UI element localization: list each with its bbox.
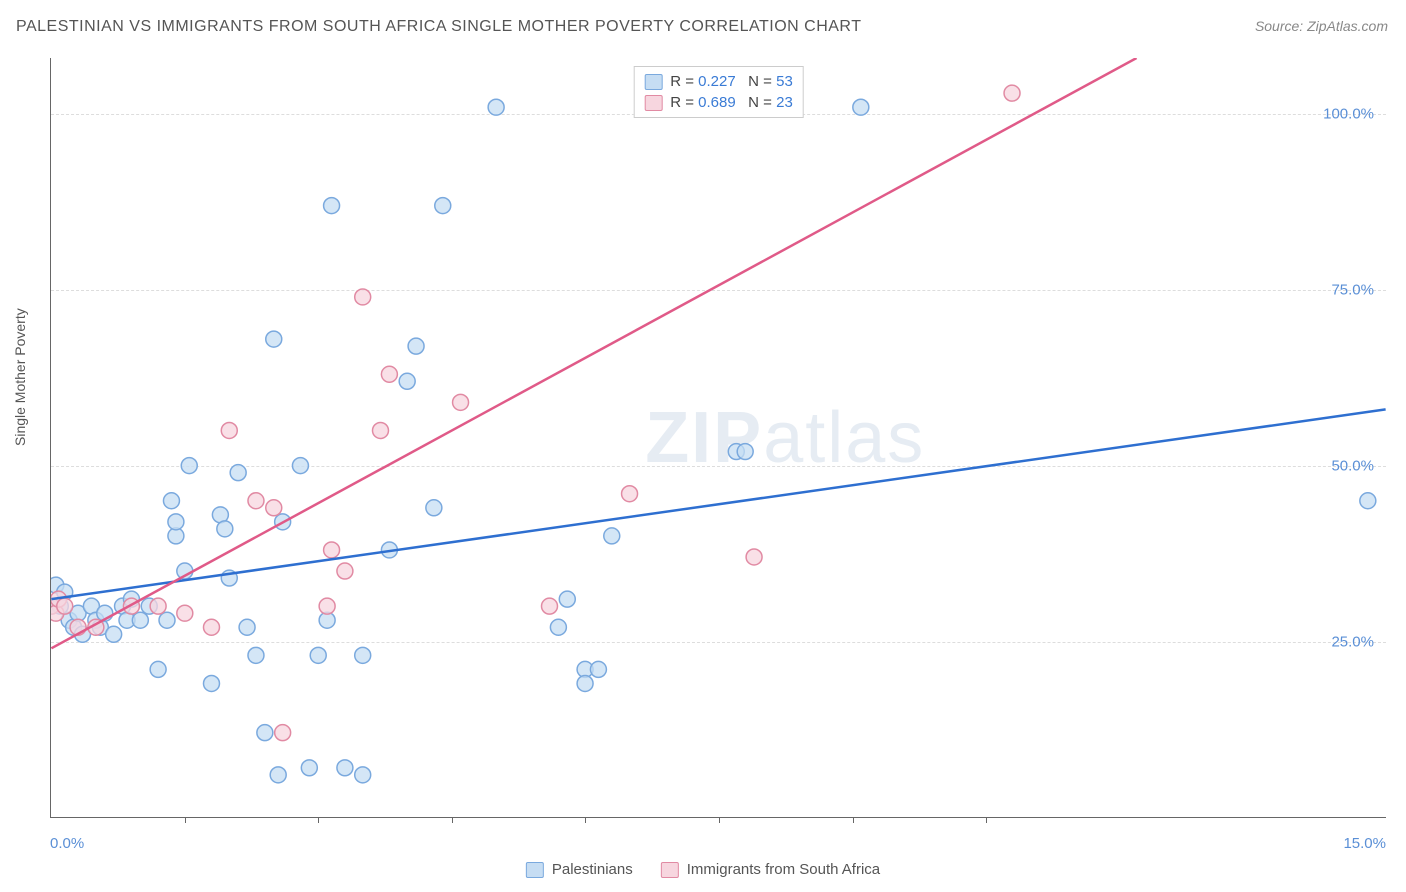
scatter-point — [590, 661, 606, 677]
scatter-point — [355, 647, 371, 663]
scatter-point — [604, 528, 620, 544]
scatter-point — [159, 612, 175, 628]
scatter-point — [230, 465, 246, 481]
legend-swatch-blue — [526, 862, 544, 878]
x-tick — [585, 817, 586, 823]
scatter-point — [57, 598, 73, 614]
scatter-point — [355, 767, 371, 783]
scatter-point — [1360, 493, 1376, 509]
chart-container: PALESTINIAN VS IMMIGRANTS FROM SOUTH AFR… — [0, 0, 1406, 892]
legend-series-box: Palestinians Immigrants from South Afric… — [526, 861, 880, 878]
legend-item: Immigrants from South Africa — [661, 861, 880, 878]
scatter-point — [270, 767, 286, 783]
x-tick — [452, 817, 453, 823]
chart-title: PALESTINIAN VS IMMIGRANTS FROM SOUTH AFR… — [16, 18, 861, 36]
legend-swatch-pink — [644, 95, 662, 111]
scatter-point — [559, 591, 575, 607]
scatter-point — [550, 619, 566, 635]
legend-stats-box: R = 0.227 N = 53 R = 0.689 N = 23 — [633, 66, 804, 118]
legend-swatch-blue — [644, 74, 662, 90]
r-value: 0.689 — [698, 94, 736, 111]
scatter-point — [337, 760, 353, 776]
scatter-point — [381, 366, 397, 382]
scatter-point — [324, 542, 340, 558]
scatter-point — [275, 725, 291, 741]
source-attribution: Source: ZipAtlas.com — [1255, 18, 1388, 34]
trend-line — [51, 58, 1136, 648]
scatter-point — [1004, 85, 1020, 101]
scatter-point — [292, 458, 308, 474]
scatter-point — [106, 626, 122, 642]
n-value: 53 — [776, 73, 793, 90]
scatter-point — [408, 338, 424, 354]
scatter-point — [203, 619, 219, 635]
legend-label: Palestinians — [552, 861, 633, 878]
scatter-point — [132, 612, 148, 628]
scatter-svg — [51, 58, 1386, 817]
scatter-point — [266, 331, 282, 347]
scatter-point — [310, 647, 326, 663]
scatter-point — [577, 675, 593, 691]
scatter-point — [355, 289, 371, 305]
scatter-point — [337, 563, 353, 579]
scatter-point — [177, 605, 193, 621]
legend-stat-text: R = 0.689 N = 23 — [670, 94, 793, 111]
scatter-point — [301, 760, 317, 776]
scatter-point — [453, 394, 469, 410]
scatter-point — [168, 514, 184, 530]
scatter-point — [435, 198, 451, 214]
scatter-point — [853, 99, 869, 115]
scatter-point — [221, 422, 237, 438]
x-tick — [719, 817, 720, 823]
scatter-point — [248, 493, 264, 509]
scatter-point — [257, 725, 273, 741]
x-tick — [986, 817, 987, 823]
y-axis-label: Single Mother Poverty — [12, 308, 28, 446]
legend-stat-text: R = 0.227 N = 53 — [670, 73, 793, 90]
legend-label: Immigrants from South Africa — [687, 861, 880, 878]
x-axis-max-label: 15.0% — [1343, 835, 1386, 852]
legend-item: Palestinians — [526, 861, 633, 878]
plot-area: ZIPatlas R = 0.227 N = 53 R = 0.689 N = … — [50, 58, 1386, 818]
scatter-point — [426, 500, 442, 516]
scatter-point — [163, 493, 179, 509]
scatter-point — [239, 619, 255, 635]
scatter-point — [737, 444, 753, 460]
scatter-point — [248, 647, 264, 663]
scatter-point — [150, 598, 166, 614]
scatter-point — [542, 598, 558, 614]
x-axis-min-label: 0.0% — [50, 835, 84, 852]
scatter-point — [324, 198, 340, 214]
scatter-point — [266, 500, 282, 516]
x-tick — [318, 817, 319, 823]
scatter-point — [399, 373, 415, 389]
scatter-point — [373, 422, 389, 438]
scatter-point — [217, 521, 233, 537]
scatter-point — [203, 675, 219, 691]
scatter-point — [746, 549, 762, 565]
scatter-point — [622, 486, 638, 502]
n-value: 23 — [776, 94, 793, 111]
scatter-point — [181, 458, 197, 474]
x-tick — [185, 817, 186, 823]
scatter-point — [488, 99, 504, 115]
legend-stats-row: R = 0.689 N = 23 — [644, 92, 793, 113]
legend-stats-row: R = 0.227 N = 53 — [644, 71, 793, 92]
x-tick — [853, 817, 854, 823]
legend-swatch-pink — [661, 862, 679, 878]
r-value: 0.227 — [698, 73, 736, 90]
scatter-point — [319, 598, 335, 614]
scatter-point — [150, 661, 166, 677]
